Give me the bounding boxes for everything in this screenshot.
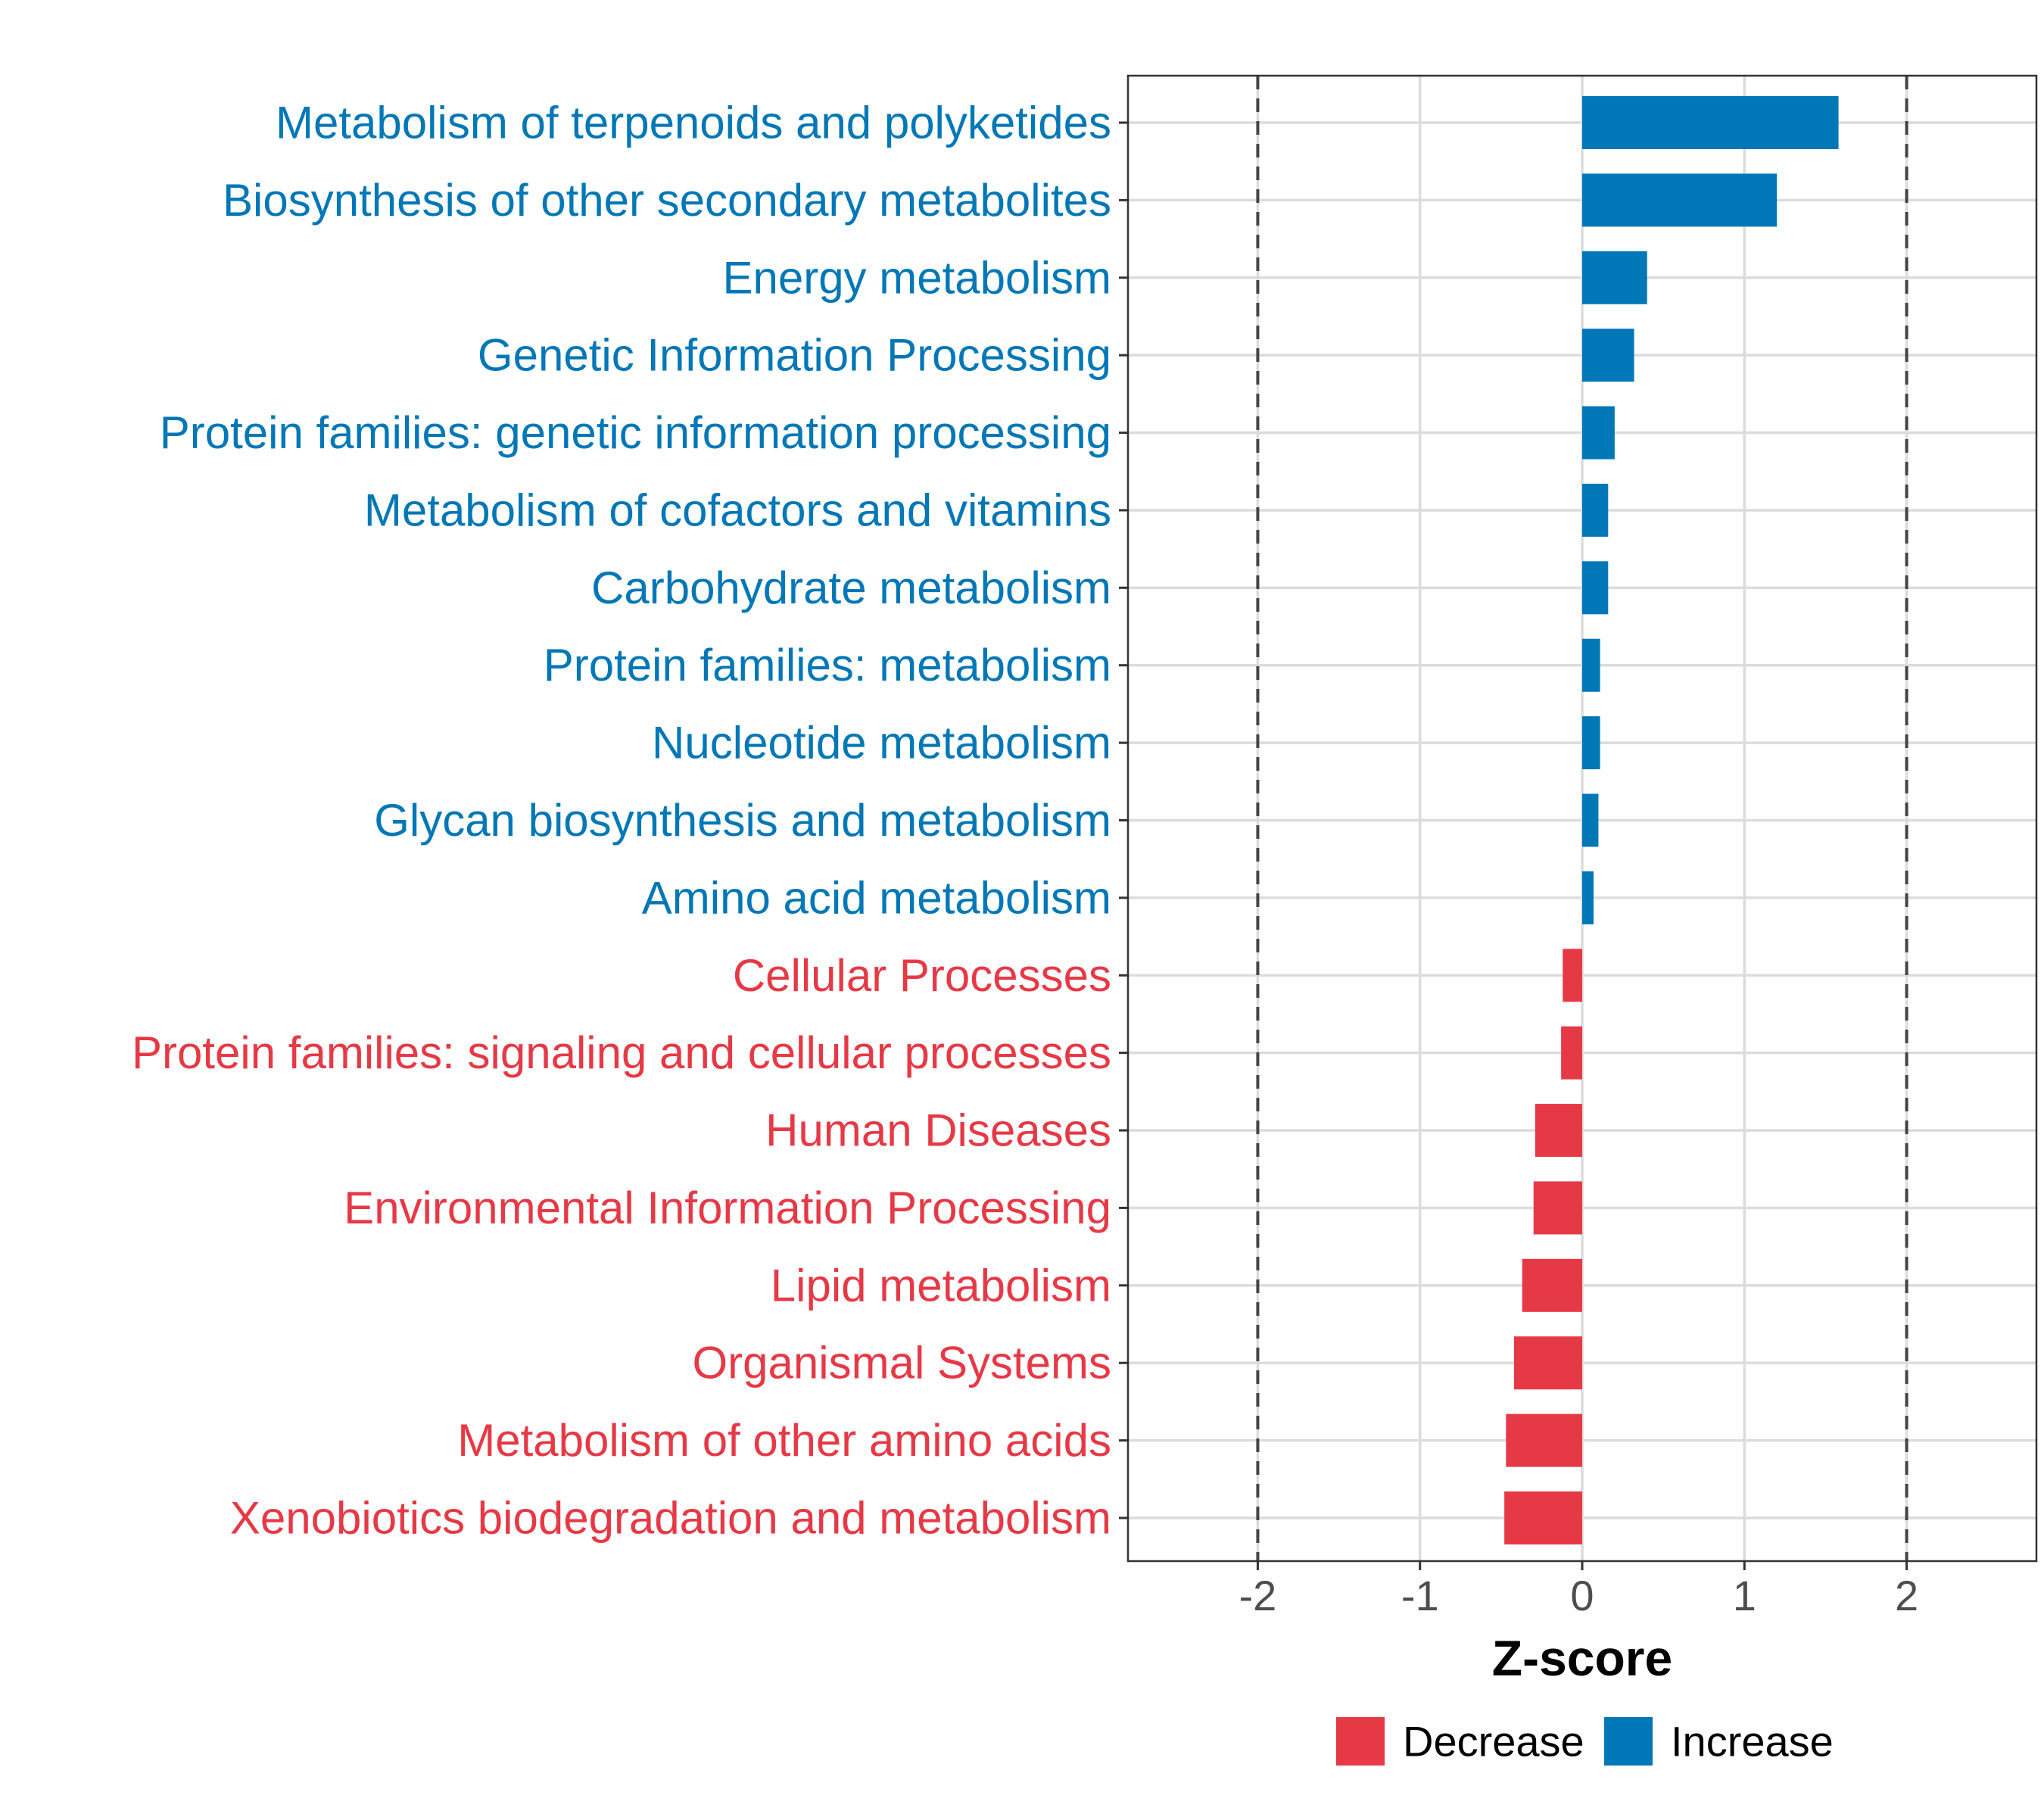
category-label: Metabolism of other amino acids — [457, 1415, 1111, 1466]
bar — [1582, 716, 1600, 770]
bar — [1582, 406, 1615, 460]
bar — [1582, 251, 1647, 304]
x-axis-title: Z-score — [1492, 1630, 1672, 1686]
category-label: Organismal Systems — [693, 1338, 1111, 1388]
bar — [1582, 793, 1599, 847]
category-label: Biosynthesis of other secondary metaboli… — [223, 175, 1111, 226]
category-label: Metabolism of cofactors and vitamins — [364, 485, 1111, 535]
x-tick-label: -1 — [1401, 1572, 1439, 1619]
category-label: Genetic Information Processing — [478, 330, 1111, 381]
x-tick-label: 1 — [1733, 1572, 1756, 1619]
legend-label: Increase — [1671, 1718, 1834, 1766]
bar — [1582, 561, 1609, 615]
legend-label: Decrease — [1403, 1718, 1584, 1766]
category-label: Xenobiotics biodegradation and metabolis… — [230, 1493, 1111, 1544]
category-label: Protein families: signaling and cellular… — [132, 1027, 1111, 1078]
bar — [1504, 1491, 1582, 1544]
category-label: Protein families: genetic information pr… — [160, 407, 1111, 458]
y-axis-labels: Metabolism of terpenoids and polyketides… — [132, 98, 1111, 1544]
x-tick-label: -2 — [1239, 1572, 1277, 1619]
category-label: Cellular Processes — [733, 950, 1111, 1001]
legend-swatch — [1604, 1717, 1653, 1766]
category-label: Human Diseases — [765, 1105, 1111, 1156]
bar — [1582, 173, 1778, 227]
bar — [1582, 329, 1634, 382]
bar — [1533, 1181, 1582, 1235]
bar — [1535, 1104, 1582, 1158]
legend-swatch — [1336, 1717, 1385, 1766]
x-axis-ticks: -2 -1 0 1 2 — [1239, 1561, 1918, 1619]
bar — [1582, 96, 1839, 149]
category-label: Protein families: metabolism — [544, 640, 1111, 690]
x-tick-label: 2 — [1895, 1572, 1918, 1619]
category-label: Metabolism of terpenoids and polyketides — [276, 98, 1111, 148]
bar — [1582, 483, 1609, 537]
category-label: Glycan biosynthesis and metabolism — [374, 795, 1111, 846]
category-label: Energy metabolism — [722, 252, 1111, 303]
bar — [1582, 871, 1594, 924]
bar — [1563, 949, 1582, 1002]
category-label: Environmental Information Processing — [344, 1183, 1111, 1233]
bar — [1506, 1413, 1582, 1467]
bar — [1514, 1336, 1582, 1390]
x-tick-label: 0 — [1570, 1572, 1594, 1619]
legend: Decrease Increase — [1336, 1717, 1834, 1766]
bar — [1522, 1258, 1582, 1312]
category-label: Carbohydrate metabolism — [591, 563, 1111, 613]
category-label: Nucleotide metabolism — [652, 718, 1111, 768]
y-axis-ticks — [1119, 121, 1128, 1519]
bar — [1582, 638, 1600, 692]
bars — [1504, 96, 1839, 1544]
reference-lines — [1256, 76, 1908, 1561]
category-label: Amino acid metabolism — [642, 872, 1111, 923]
bar — [1561, 1026, 1582, 1080]
category-label: Lipid metabolism — [771, 1260, 1111, 1311]
